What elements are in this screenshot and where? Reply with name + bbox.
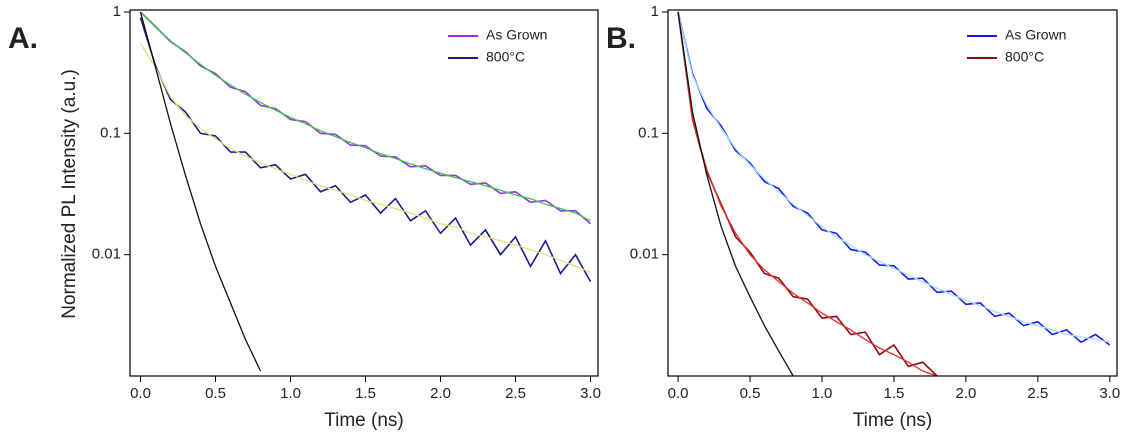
series-group [677,11,1111,376]
y-tick-label: 1 [651,3,659,20]
x-tick-label: 2.0 [430,385,451,402]
y-tick-label: 0.1 [100,124,121,141]
legend-label: As Grown [1005,27,1066,43]
y-tick-label: 0.01 [92,246,121,263]
series-line [140,11,591,222]
series-line [677,11,938,376]
series-line [139,11,592,225]
series-line [139,43,591,273]
x-tick-label: 2.5 [1027,385,1048,402]
panel-label: B. [606,22,636,55]
series-line [677,11,1110,343]
x-tick-label: 1.5 [884,385,905,402]
legend-label: As Grown [486,27,547,43]
x-tick-label: 0.5 [205,385,226,402]
y-tick-label: 0.01 [630,246,659,263]
plot-frame [129,9,599,377]
legend-label: 800°C [486,49,525,65]
x-tick-label: 1.0 [280,385,301,402]
series-line [139,11,262,372]
panel: 0.0 0.5 1.0 1.5 2.0 2.5 3.0 0.01 0.1 1 As Grown 800… [606,3,1120,431]
x-tick-label: 3.0 [580,385,601,402]
series-line [139,17,592,282]
x-tick-label: 2.5 [505,385,526,402]
panel-label: A. [8,22,38,55]
series-line [677,11,794,376]
x-axis-label: Time (ns) [324,410,404,431]
plot-frame [667,9,1118,377]
x-tick-label: 1.5 [355,385,376,402]
y-tick-label: 1 [113,3,121,20]
y-axis-label: Normalized PL Intensity (a.u.) [59,69,80,319]
x-tick-label: 0.0 [130,385,151,402]
x-tick-label: 0.5 [740,385,761,402]
x-axis-label: Time (ns) [853,410,933,431]
series-line [677,11,938,376]
x-tick-label: 1.0 [812,385,833,402]
series-group [139,11,592,372]
panel: 0.0 0.5 1.0 1.5 2.0 2.5 3.0 0.01 0.1 1 As Grown 800… [8,3,601,431]
legend-label: 800°C [1005,49,1044,65]
x-tick-label: 2.0 [955,385,976,402]
x-tick-label: 3.0 [1099,385,1120,402]
y-tick-label: 0.1 [638,124,659,141]
x-tick-label: 0.0 [668,385,689,402]
series-line [677,11,1111,346]
